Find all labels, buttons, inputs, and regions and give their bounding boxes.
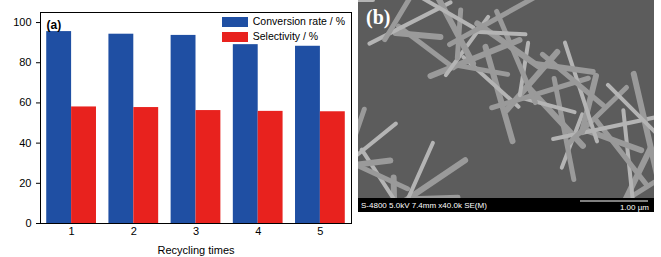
svg-text:20: 20: [19, 177, 31, 189]
svg-text:(a): (a): [47, 18, 62, 32]
svg-text:80: 80: [19, 56, 31, 68]
svg-text:Recycling times: Recycling times: [157, 244, 235, 256]
svg-text:S-4800 5.0kV 7.4mm x40.0k SE(M: S-4800 5.0kV 7.4mm x40.0k SE(M): [361, 201, 487, 210]
svg-text:4: 4: [255, 225, 261, 237]
html-text:Conversion rate / %: Conversion rate / %: [252, 15, 345, 27]
svg-text:2: 2: [131, 225, 137, 237]
svg-text:100: 100: [13, 16, 31, 28]
svg-text:(b): (b): [366, 6, 390, 29]
svg-text:60: 60: [19, 96, 31, 108]
svg-text:5: 5: [317, 225, 323, 237]
svg-text:1.00 µm: 1.00 µm: [620, 203, 649, 212]
svg-text:0: 0: [25, 217, 31, 229]
svg-text:40: 40: [19, 137, 31, 149]
svg-text:3: 3: [193, 225, 199, 237]
html-text:Selectivity / %: Selectivity / %: [252, 30, 319, 42]
svg-text:1: 1: [69, 225, 75, 237]
